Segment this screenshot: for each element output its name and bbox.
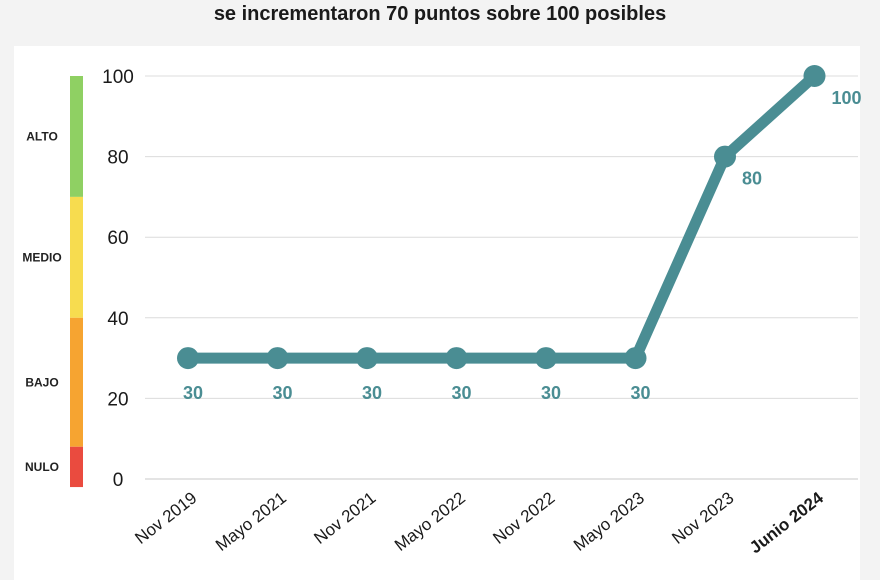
data-label: 100 [832, 88, 862, 108]
y-tick-label: 40 [107, 309, 128, 330]
x-tick-label: Nov 2023 [668, 488, 737, 548]
data-label: 30 [451, 383, 471, 403]
data-label: 80 [742, 169, 762, 189]
chart-title: se incrementaron 70 puntos sobre 100 pos… [213, 3, 667, 25]
x-tick-label: Mayo 2022 [391, 488, 469, 555]
data-point [445, 347, 468, 370]
y-tick-label: 80 [107, 148, 128, 169]
level-band-bajo [70, 317, 83, 447]
data-label: 30 [362, 383, 382, 403]
level-band-medio [70, 196, 83, 318]
data-point [803, 65, 826, 87]
series-line [182, 70, 820, 364]
data-point [177, 347, 199, 370]
x-tick-label: Nov 2021 [310, 488, 379, 548]
y-tick-label: 100 [102, 67, 134, 88]
level-label-medio: MEDIO [22, 250, 61, 264]
level-label-bajo: BAJO [25, 375, 58, 389]
chart-card [14, 46, 860, 580]
level-label-nulo: NULO [25, 460, 59, 474]
data-label: 30 [541, 383, 561, 403]
level-label-alto: ALTO [26, 129, 58, 143]
x-tick-label: Nov 2019 [131, 488, 200, 548]
level-band-alto [70, 76, 83, 197]
y-tick-label: 60 [107, 228, 128, 249]
x-tick-label: Mayo 2023 [570, 488, 648, 555]
data-point [266, 347, 289, 370]
data-point [714, 145, 736, 168]
y-tick-label: 0 [113, 470, 124, 491]
y-tick-label: 20 [107, 389, 128, 410]
data-label: 30 [272, 383, 292, 403]
data-label: 30 [630, 383, 650, 403]
data-point [535, 347, 557, 370]
x-tick-label: Mayo 2021 [212, 488, 290, 555]
data-point [356, 347, 378, 370]
x-tick-label: Junio 2024 [746, 488, 827, 557]
level-band-nulo [70, 446, 83, 488]
data-label: 30 [183, 383, 203, 403]
data-point [624, 347, 647, 370]
x-tick-label: Nov 2022 [489, 488, 558, 548]
